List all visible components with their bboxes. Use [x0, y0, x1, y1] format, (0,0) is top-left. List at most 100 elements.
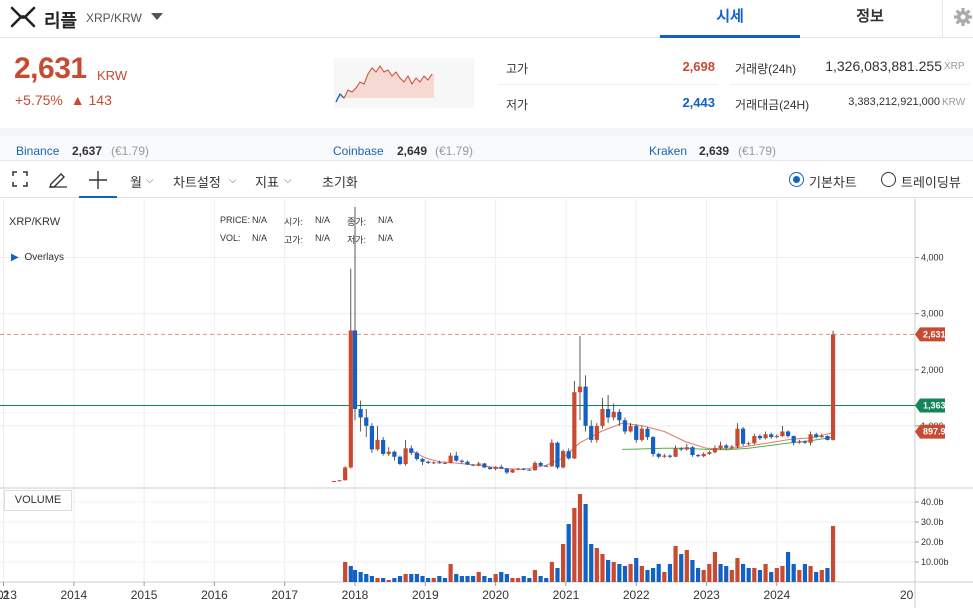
- volume-bar: [752, 568, 757, 582]
- candle-body: [701, 453, 706, 457]
- overlays-label: Overlays: [24, 252, 64, 263]
- coin-dropdown-caret-icon[interactable]: [151, 13, 163, 20]
- volume-bar: [364, 574, 369, 582]
- candle-body: [605, 409, 611, 418]
- candle-body: [555, 442, 560, 468]
- volume-bar: [600, 554, 605, 582]
- volume-tick-label: 10.00b: [921, 557, 949, 567]
- candle-body: [695, 455, 701, 457]
- exchange-binance[interactable]: Binance: [16, 144, 60, 158]
- chart-settings-menu[interactable]: 차트설정: [173, 175, 221, 190]
- tab-info[interactable]: 정보: [856, 8, 884, 25]
- volume-bar: [493, 574, 498, 582]
- price-chart[interactable]: 4,0003,0002,0001,00040.0b30.0b20.0b10.00…: [0, 199, 973, 608]
- volume-bar: [679, 554, 684, 582]
- volume-bar: [532, 570, 538, 582]
- volume-bar: [538, 576, 543, 582]
- volume-bar: [735, 558, 740, 582]
- candle-body: [752, 435, 757, 444]
- period-select[interactable]: 월: [130, 175, 142, 190]
- price-marker-label: 1,363: [923, 401, 946, 411]
- volume-bar: [622, 566, 628, 582]
- volume-bar: [791, 564, 796, 582]
- candle-body: [690, 447, 695, 456]
- chart-pair-label: XRP/KRW: [9, 216, 61, 228]
- volume-bar: [431, 578, 436, 582]
- volume-bar: [650, 568, 656, 582]
- candle-body: [667, 455, 673, 457]
- volume-bar: [448, 564, 453, 582]
- volume-tick-label: 30.0b: [921, 517, 944, 527]
- volume-bar: [701, 570, 706, 582]
- candle-body: [617, 411, 622, 421]
- overlays-toggle[interactable]: ▶ Overlays: [11, 252, 64, 263]
- candle-body: [532, 462, 538, 471]
- candle-body: [797, 441, 802, 443]
- candle-body: [549, 442, 554, 467]
- volume-bar: [577, 494, 583, 582]
- candle-body: [442, 462, 448, 464]
- candle-body: [600, 409, 605, 426]
- volume-bar: [549, 562, 554, 582]
- x-tick-label: 2014: [60, 588, 87, 602]
- volume-bar: [617, 564, 622, 582]
- volume-bar: [583, 504, 588, 582]
- candle-body: [802, 441, 808, 443]
- volume-bar: [566, 524, 571, 582]
- volume-bar: [369, 576, 374, 582]
- ohlc-price-label: PRICE:: [220, 215, 251, 225]
- candle-body: [819, 435, 824, 438]
- coin-name: 리플: [44, 11, 78, 31]
- candle-body: [645, 428, 650, 438]
- candle-body: [493, 466, 498, 470]
- volume-bar: [521, 576, 526, 582]
- volume-panel-button[interactable]: VOLUME: [4, 490, 72, 511]
- amount-unit: KRW: [942, 97, 966, 108]
- volume-tick-label: 20.0b: [921, 537, 944, 547]
- ohlc-low-value: N/A: [378, 233, 394, 243]
- candle-body: [544, 465, 549, 467]
- volume-label: 거래량(24h): [735, 62, 797, 76]
- exchange-coinbase[interactable]: Coinbase: [333, 144, 384, 158]
- exchange-kraken[interactable]: Kraken: [649, 144, 688, 158]
- draw-pen-icon[interactable]: [48, 170, 68, 188]
- volume-bar: [684, 550, 689, 582]
- trading-view-radio[interactable]: [881, 172, 896, 187]
- crosshair-button[interactable]: [79, 164, 117, 198]
- volume-bar: [769, 572, 774, 582]
- candle-body: [774, 435, 779, 438]
- settings-button[interactable]: [942, 0, 973, 38]
- volume-bar: [358, 572, 363, 582]
- candle-body: [791, 435, 796, 443]
- candle-body: [684, 447, 689, 450]
- trading-view-label[interactable]: 트레이딩뷰: [901, 175, 961, 190]
- x-tick-label: 2017: [271, 588, 298, 602]
- basic-chart-radio[interactable]: [789, 172, 804, 187]
- volume-bar: [442, 578, 448, 582]
- reset-button[interactable]: 초기화: [322, 175, 358, 190]
- candle-body: [583, 386, 588, 426]
- volume-bar: [729, 570, 734, 582]
- volume-bar: [712, 552, 718, 582]
- indicators-menu[interactable]: 지표: [255, 175, 279, 190]
- candle-body: [397, 456, 403, 465]
- tab-quote[interactable]: 시세: [660, 0, 800, 38]
- price-tick-label: 3,000: [921, 309, 944, 319]
- volume-bar: [381, 578, 386, 582]
- price-marker-badge: [915, 424, 945, 439]
- volume-bar: [724, 566, 729, 582]
- candle-body: [521, 468, 526, 470]
- x-tick-label: 2023: [693, 588, 720, 602]
- fullscreen-icon[interactable]: [12, 171, 28, 187]
- volume-bar: [628, 564, 633, 582]
- candle-body: [375, 439, 380, 450]
- exchange-eur: (€1.79): [435, 144, 474, 158]
- price-marker-label: 2,631: [923, 329, 946, 339]
- volume-bar: [695, 568, 701, 582]
- volume-bar: [465, 576, 470, 582]
- candle-body: [459, 460, 464, 462]
- candle-body: [454, 455, 459, 461]
- basic-chart-label[interactable]: 기본차트: [809, 175, 857, 190]
- exchange-eur: (€1.79): [738, 144, 777, 158]
